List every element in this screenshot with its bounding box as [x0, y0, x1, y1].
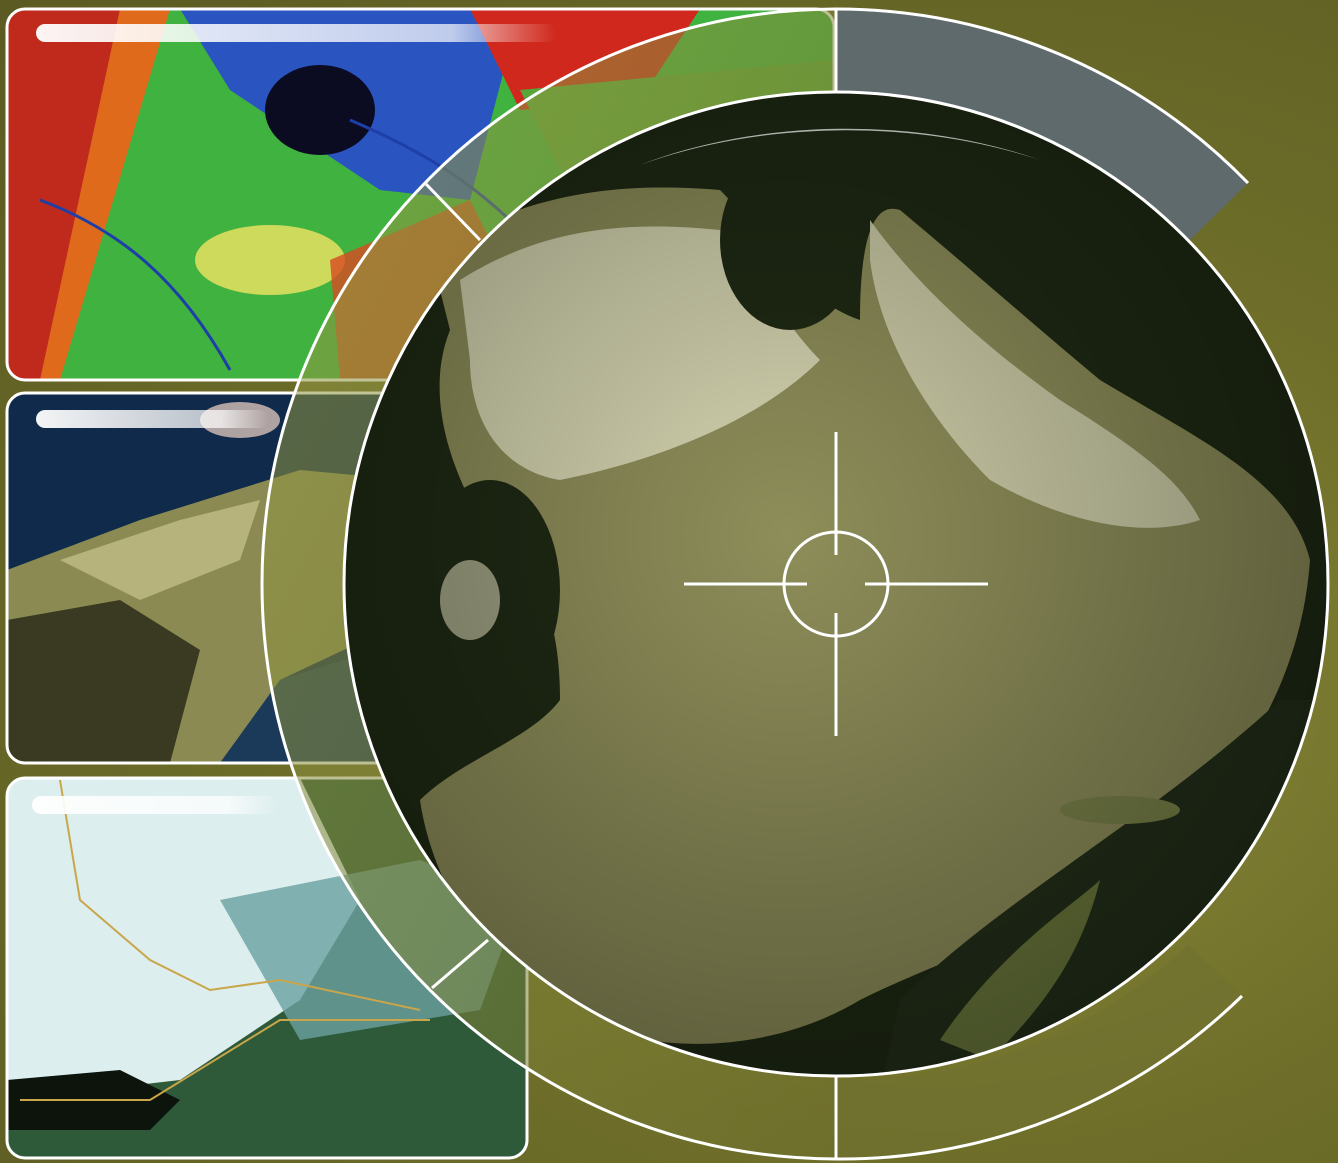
outer-ring-arc: [835, 7, 1250, 185]
gloss-highlight: [36, 24, 556, 42]
radar-panel-bottom-right: [836, 945, 1242, 1160]
gloss-highlight: [36, 410, 268, 428]
gloss-highlight: [32, 796, 278, 814]
satellite-globe: [344, 92, 1328, 1076]
ring-divider: [424, 182, 482, 242]
crosshair-icon: [684, 432, 988, 736]
globe-frame: [342, 90, 1330, 1078]
globe-gloss: [640, 128, 1040, 165]
outer-ring-arc: [835, 994, 1244, 1161]
ring-divider: [431, 938, 489, 990]
radar-panel-top-right: [836, 9, 1248, 240]
